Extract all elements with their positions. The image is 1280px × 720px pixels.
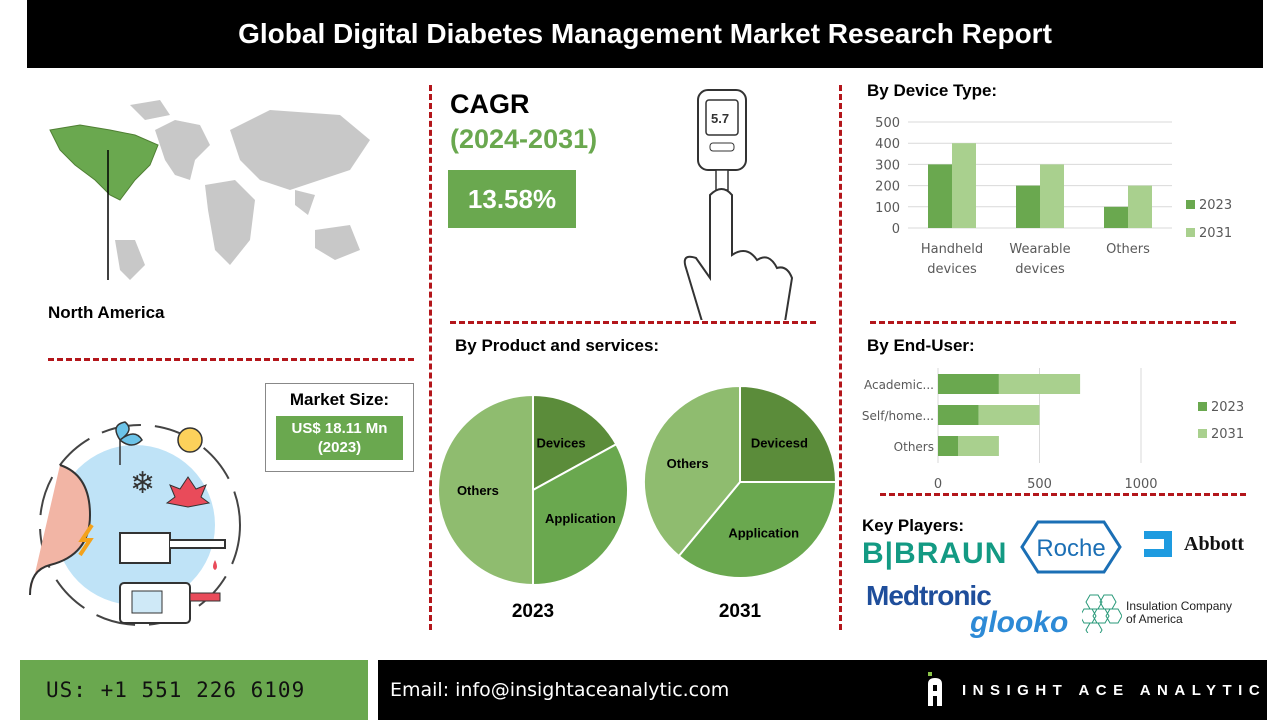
insight-ace-logo-icon — [928, 672, 942, 706]
email-banner: Email: info@insightaceanalytic.com INSIG… — [378, 660, 1267, 720]
pie-slice-devicesd — [739, 384, 838, 483]
product-pie-charts: Devices Application Others 2023 Devicesd Appl… — [437, 384, 838, 622]
divider — [450, 321, 816, 324]
title-bar: Global Digital Diabetes Management Marke… — [27, 0, 1263, 68]
x-tick-label: 0 — [934, 477, 942, 492]
legend-label: 2031 — [1211, 427, 1244, 442]
insulation-company-logo-icon — [1082, 594, 1122, 633]
glucometer-hand-icon: 5.7 — [683, 89, 794, 320]
legend-label: 2031 — [1199, 226, 1232, 241]
world-map — [49, 100, 370, 280]
y-tick-label: 300 — [875, 158, 900, 173]
phone-number[interactable]: US: +1 551 226 6109 — [46, 678, 306, 702]
x-tick-label: Wearable — [1009, 242, 1070, 257]
svg-text:5.7: 5.7 — [711, 111, 729, 126]
bar-2023 — [1104, 206, 1128, 228]
email-link[interactable]: Email: info@insightaceanalytic.com — [390, 679, 730, 701]
bar-2031 — [1128, 185, 1152, 228]
bar-2023 — [1016, 185, 1040, 228]
market-size-label: Market Size: — [289, 390, 390, 409]
legend-label: 2023 — [1211, 400, 1244, 415]
y-tick-label: 500 — [875, 116, 900, 131]
bar-2023 — [938, 436, 959, 456]
legend-label: 2023 — [1199, 198, 1232, 213]
svg-text:Roche: Roche — [1036, 535, 1105, 562]
device-type-title: By Device Type: — [867, 81, 998, 100]
end-user-title: By End-User: — [867, 336, 975, 355]
y-tick-label: Academic... — [864, 378, 934, 392]
y-tick-label: Others — [894, 440, 934, 454]
page-title: Global Digital Diabetes Management Marke… — [238, 18, 1052, 49]
pie-slice-others — [643, 384, 741, 558]
y-tick-label: 0 — [892, 222, 900, 237]
pie-slice-application — [532, 442, 629, 587]
x-tick-label: 500 — [1027, 477, 1052, 492]
cagr-label: CAGR — [450, 89, 530, 119]
pie-slice-devices — [532, 393, 618, 492]
svg-text:❄: ❄ — [130, 467, 155, 500]
legend-swatch — [1186, 228, 1195, 237]
pie-year-label: 2031 — [719, 601, 762, 622]
x-tick-label: devices — [1015, 262, 1065, 277]
pie-label: Application — [728, 525, 799, 540]
legend-swatch — [1186, 200, 1195, 209]
y-tick-label: 400 — [875, 137, 900, 152]
pie-year-label: 2023 — [512, 601, 554, 622]
x-tick-label: devices — [927, 262, 977, 277]
glooko-logo: glooko — [970, 606, 1069, 639]
pie-label: Devices — [536, 436, 585, 451]
x-tick-label: Others — [1106, 242, 1150, 257]
y-tick-label: 100 — [875, 201, 900, 216]
pie-label: Others — [457, 483, 499, 498]
market-size-value: US$ 18.11 Mn (2023) — [276, 416, 403, 460]
cagr-value: 13.58% — [467, 183, 557, 214]
bbraun-logo: B|BRAUN — [862, 537, 1008, 570]
region-label: North America — [48, 303, 165, 322]
product-services-title: By Product and services: — [455, 336, 660, 355]
diabetes-illustration-icon: ❄ — [29, 421, 241, 626]
bar-2023 — [928, 164, 952, 228]
x-tick-label: 1000 — [1124, 477, 1157, 492]
market-size-box: Market Size: US$ 18.11 Mn (2023) — [265, 383, 414, 472]
pie-slice-application — [677, 481, 838, 579]
pie-label: Application — [545, 511, 616, 526]
svg-text:Abbott: Abbott — [1184, 533, 1244, 555]
divider — [429, 85, 432, 630]
bar-2031 — [1040, 164, 1064, 228]
phone-banner: US: +1 551 226 6109 — [20, 660, 368, 720]
pie-label: Others — [667, 456, 709, 471]
divider — [870, 321, 1236, 324]
bar-2031 — [952, 143, 976, 228]
pie-slice-others — [437, 393, 534, 587]
divider — [880, 493, 1246, 496]
brand-name: INSIGHT ACE ANALYTIC — [962, 682, 1267, 699]
cagr-period: (2024-2031) — [450, 124, 598, 154]
insulation-company-logo: Insulation Company of America — [1126, 599, 1233, 626]
x-tick-label: Handheld — [921, 242, 983, 257]
bar-2031 — [978, 405, 1040, 425]
cagr-value-box: 13.58% — [448, 170, 576, 228]
pie-label: Devicesd — [751, 436, 808, 451]
bar-2023 — [938, 374, 999, 394]
y-tick-label: 200 — [875, 180, 900, 195]
abbott-logo: Abbott — [1144, 531, 1244, 557]
bar-2031 — [958, 436, 999, 456]
divider — [839, 85, 842, 630]
device-type-bar-chart: 0 100 200 300 400 500 Handheld devices Wearable d… — [875, 116, 1232, 277]
bar-2031 — [998, 374, 1081, 394]
bar-2023 — [938, 405, 979, 425]
roche-logo: Roche — [1020, 520, 1122, 574]
divider — [48, 358, 414, 361]
medtronic-logo: Medtronic — [866, 580, 992, 611]
north-america-highlight — [49, 124, 159, 201]
legend-swatch — [1198, 402, 1207, 411]
end-user-bar-chart: 0 500 1000 Academic... Self/home... Others 202… — [862, 368, 1244, 492]
key-players-title: Key Players: — [862, 516, 965, 535]
y-tick-label: Self/home... — [862, 409, 934, 423]
legend-swatch — [1198, 429, 1207, 438]
